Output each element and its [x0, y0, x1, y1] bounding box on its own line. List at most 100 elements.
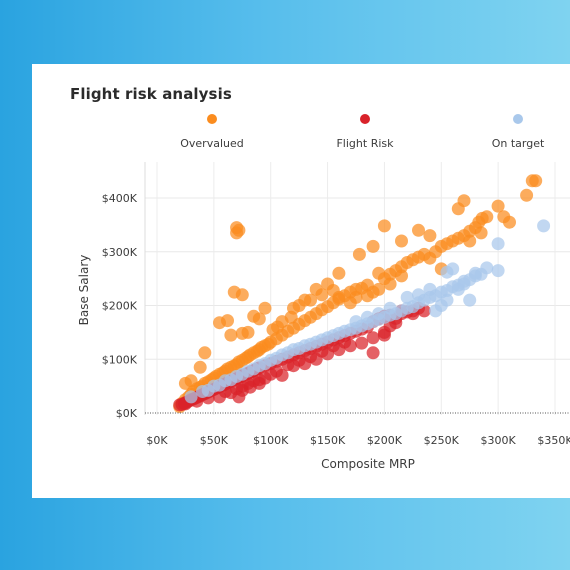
chart-card: Flight risk analysis Overvalued Flight R…: [32, 64, 570, 498]
point-overvalued: [258, 301, 272, 315]
point-flight-risk: [355, 336, 369, 350]
point-overvalued: [372, 282, 386, 296]
point-on-target: [213, 378, 226, 392]
point-overvalued: [366, 239, 380, 253]
point-overvalued: [224, 328, 238, 342]
y-tick-label: $100K: [102, 353, 138, 366]
point-on-target: [446, 262, 460, 276]
y-axis-title: Base Salary: [77, 255, 91, 326]
y-tick-label: $300K: [102, 246, 138, 259]
legend-item-flight-risk[interactable]: Flight Risk: [305, 110, 425, 150]
point-on-target: [304, 337, 317, 351]
point-overvalued: [395, 269, 408, 283]
x-tick-label: $350K: [537, 434, 570, 447]
point-on-target: [491, 264, 505, 278]
point-on-target: [224, 373, 238, 387]
point-overvalued: [221, 314, 234, 328]
point-overvalued: [304, 293, 317, 307]
point-flight-risk: [292, 353, 306, 367]
point-flight-risk: [258, 371, 272, 385]
point-overvalued: [412, 223, 425, 237]
point-overvalued: [372, 266, 386, 280]
point-overvalued: [349, 290, 363, 304]
point-on-target: [281, 346, 295, 360]
legend-item-on-target[interactable]: On target: [458, 110, 570, 150]
point-overvalued: [271, 320, 284, 334]
point-on-target: [440, 293, 454, 307]
legend-marker-overvalued: [207, 114, 217, 124]
legend-marker-flight-risk: [360, 114, 370, 124]
point-overvalued: [383, 277, 397, 291]
point-on-target: [269, 351, 283, 365]
x-tick-label: $150K: [310, 434, 346, 447]
point-flight-risk: [269, 364, 283, 378]
axes: $0K $100K $200K $300K $400K $0K $50K $100K $150K…: [102, 162, 570, 447]
point-on-target: [326, 329, 340, 343]
point-overvalued: [178, 376, 192, 390]
data-points: [173, 174, 551, 414]
x-tick-label: $300K: [481, 434, 517, 447]
point-on-target: [412, 288, 425, 302]
point-flight-risk: [366, 331, 380, 345]
point-on-target: [247, 362, 261, 376]
y-tick-label: $0K: [116, 407, 138, 420]
legend-marker-on-target: [513, 114, 523, 124]
point-overvalued: [193, 360, 207, 374]
point-on-target: [258, 357, 272, 371]
point-overvalued: [463, 234, 477, 248]
point-flight-risk: [213, 390, 226, 404]
point-overvalued: [480, 210, 494, 224]
point-on-target: [360, 310, 374, 324]
point-overvalued: [315, 288, 329, 302]
point-overvalued: [235, 288, 249, 302]
point-on-target: [372, 307, 386, 321]
point-overvalued: [292, 299, 306, 312]
point-on-target: [537, 219, 551, 233]
point-on-target: [429, 304, 443, 318]
y-tick-label: $200K: [102, 300, 138, 313]
point-on-target: [440, 284, 454, 297]
legend-item-overvalued[interactable]: Overvalued: [152, 110, 272, 150]
point-overvalued: [503, 215, 516, 229]
x-tick-label: $0K: [146, 434, 168, 447]
point-on-target: [395, 304, 408, 318]
point-on-target: [480, 261, 494, 275]
point-overvalued: [457, 194, 471, 208]
point-overvalued: [423, 229, 437, 243]
point-flight-risk: [366, 346, 380, 360]
point-flight-risk: [281, 358, 295, 372]
point-overvalued: [247, 309, 261, 323]
y-tick-label: $400K: [102, 192, 138, 205]
point-overvalued: [198, 346, 212, 360]
point-on-target: [315, 333, 329, 347]
point-overvalued: [235, 326, 249, 340]
point-on-target: [423, 282, 437, 296]
point-on-target: [201, 383, 215, 397]
point-on-target: [338, 324, 352, 338]
x-tick-label: $200K: [367, 434, 403, 447]
point-overvalued: [360, 289, 374, 303]
legend-label-overvalued: Overvalued: [180, 137, 244, 150]
x-tick-label: $50K: [200, 434, 229, 447]
point-overvalued: [377, 219, 391, 233]
x-tick-label: $250K: [424, 434, 460, 447]
point-on-target: [383, 301, 397, 315]
point-on-target: [468, 266, 482, 280]
point-overvalued: [529, 174, 543, 188]
point-overvalued: [491, 199, 505, 213]
point-overvalued: [520, 188, 534, 202]
point-overvalued: [332, 266, 346, 280]
point-overvalued: [474, 226, 488, 240]
point-on-target: [349, 315, 363, 329]
chart-title: Flight risk analysis: [70, 85, 232, 103]
legend-label-flight-risk: Flight Risk: [336, 137, 394, 150]
point-on-target: [400, 290, 414, 304]
point-overvalued: [284, 310, 298, 324]
point-on-target: [235, 367, 249, 381]
point-on-target: [292, 342, 306, 355]
point-overvalued: [232, 223, 246, 237]
point-on-target: [457, 277, 471, 291]
x-tick-label: $100K: [253, 434, 289, 447]
point-on-target: [491, 237, 505, 251]
point-overvalued: [395, 234, 408, 248]
